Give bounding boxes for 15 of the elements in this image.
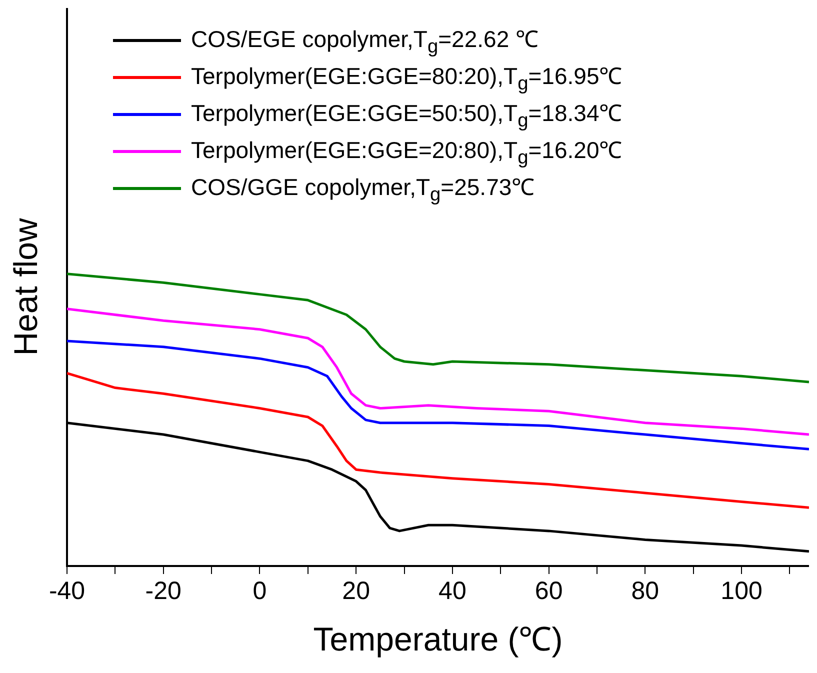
x-tick-label: 0 bbox=[252, 576, 267, 605]
legend-label: COS/GGE copolymer,T$_{g}$=25.73℃ bbox=[191, 173, 535, 207]
y-axis-title: Heat flow bbox=[6, 218, 44, 356]
legend-label: Terpolymer(EGE:GGE=80:20),T$_{g}$=16.95℃ bbox=[191, 62, 622, 96]
legend-label: Terpolymer(EGE:GGE=20:80),T$_{g}$=16.20℃ bbox=[191, 136, 622, 170]
x-tick-label: 60 bbox=[534, 576, 563, 605]
x-tick-label: 100 bbox=[720, 576, 762, 605]
x-tick-label: -40 bbox=[48, 576, 86, 605]
legend-label: COS/EGE copolymer,T$_{g}$=22.62 ℃ bbox=[191, 25, 539, 59]
x-axis-title: Temperature (℃) bbox=[313, 620, 563, 658]
x-tick-label: 80 bbox=[631, 576, 660, 605]
x-tick-label: 20 bbox=[342, 576, 370, 605]
x-tick-label: 40 bbox=[438, 576, 466, 605]
legend-label: Terpolymer(EGE:GGE=50:50),T$_{g}$=18.34℃ bbox=[191, 99, 622, 133]
x-tick-label: -20 bbox=[145, 576, 182, 605]
